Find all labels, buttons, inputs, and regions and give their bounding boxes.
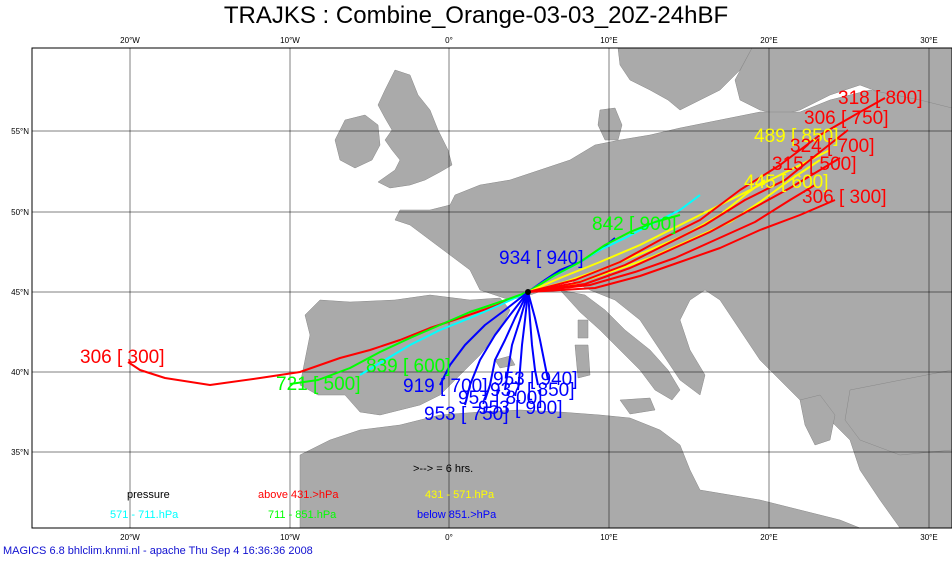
label-sw500: 721 [ 500] <box>276 374 361 395</box>
land-north-africa <box>299 409 861 528</box>
trajectory-blue-4 <box>504 291 529 391</box>
trajectory-red-700 <box>527 157 841 293</box>
land-continental-europe <box>394 89 952 528</box>
label-r800: 318 [ 800] <box>838 88 923 109</box>
lon-tick: 20°W <box>120 533 140 542</box>
trajectory-green-ne <box>527 214 681 293</box>
legend-571-711: 571 - 711.hPa <box>110 509 179 521</box>
land-sardinia <box>574 344 591 379</box>
lat-tick: 45°N <box>11 288 29 297</box>
label-sw600: 839 [ 600] <box>366 356 451 377</box>
lat-tick: 40°N <box>11 368 29 377</box>
land-italy <box>559 289 681 401</box>
lon-tick: 10°W <box>280 533 300 542</box>
trajectory-blue-7 <box>527 291 549 381</box>
land-turkey <box>844 369 952 456</box>
graticule <box>32 48 952 528</box>
land-sicily <box>619 397 656 415</box>
lon-tick-labels-bottom: 20°W 10°W 0° 10°E 20°E 30°E <box>120 533 938 542</box>
label-b850: 937 [ 850] <box>490 380 575 401</box>
trajectory-red-west <box>127 291 529 386</box>
trajectory-cyan-sw <box>359 291 529 376</box>
map-frame <box>31 47 952 529</box>
legend-711-851: 711 - 851.hPa <box>268 509 337 521</box>
lon-tick: 0° <box>445 36 453 45</box>
legend-below: below 851.>hPa <box>417 509 497 521</box>
label-y600: 445 [ 600] <box>744 172 829 193</box>
label-r500: 315 [ 500] <box>772 154 857 175</box>
trajectory-red-750 <box>527 129 849 293</box>
label-b940: 953 [ 940] <box>493 369 578 390</box>
map-title: TRAJKS : Combine_Orange-03-03_20Z-24hBF <box>223 2 729 29</box>
trajectories <box>127 97 886 406</box>
lon-tick: 20°E <box>760 533 777 542</box>
legend-431-571: 431 - 571.hPa <box>425 489 495 501</box>
trajectory-blue-3 <box>484 291 529 401</box>
label-b750: 953 [ 750] <box>424 404 509 425</box>
label-b700: 919 [ 700] <box>403 376 488 397</box>
lat-tick: 35°N <box>11 448 29 457</box>
label-r700: 324 [ 700] <box>790 136 875 157</box>
trajectory-red-800 <box>527 97 886 293</box>
trajectory-red-300 <box>527 199 836 293</box>
land-denmark <box>597 107 623 141</box>
footer-credit: MAGICS 6.8 bhlclim.knmi.nl - apache Thu … <box>3 545 313 557</box>
label-b800: 957 [ 800] <box>458 388 543 409</box>
lon-tick: 10°W <box>280 36 300 45</box>
trajectory-green-sw <box>289 291 529 385</box>
trajectory-labels: 306 [ 300] 721 [ 500] 839 [ 600] 919 [ 7… <box>80 88 923 425</box>
legend-above: above 431.>hPa <box>258 489 339 501</box>
trajectory-red-500 <box>527 184 816 293</box>
legend: >--> = 6 hrs. pressure above 431.>hPa 43… <box>110 463 497 521</box>
trajectory-blue-1 <box>439 291 529 386</box>
lat-tick: 50°N <box>11 208 29 217</box>
lon-tick: 20°E <box>760 36 777 45</box>
trajectory-yellow-2 <box>527 179 766 293</box>
lon-tick: 30°E <box>920 533 937 542</box>
land-greece <box>799 394 836 446</box>
lon-tick: 30°E <box>920 36 937 45</box>
lon-tick-labels-top: 20°W 10°W 0° 10°E 20°E 30°E <box>120 36 938 45</box>
lon-tick: 10°E <box>600 36 617 45</box>
label-r300: 306 [ 300] <box>802 187 887 208</box>
trajectory-blue-5 <box>517 291 529 391</box>
label-b900: 953 [ 900] <box>478 398 563 419</box>
trajectory-yellow-1 <box>527 149 831 293</box>
land-scandinavia <box>617 48 753 111</box>
land-ireland <box>334 114 381 169</box>
land-great-britain <box>377 69 453 189</box>
trajectory-blue-2 <box>464 291 529 406</box>
label-g900: 842 [ 900] <box>592 214 677 235</box>
lat-tick: 55°N <box>11 127 29 136</box>
label-y850: 489 [ 850] <box>754 126 839 147</box>
trajectory-blue-6 <box>527 291 539 386</box>
lat-tick-labels: 55°N 50°N 45°N 40°N 35°N <box>11 127 29 457</box>
lon-tick: 10°E <box>600 533 617 542</box>
lon-tick: 20°W <box>120 36 140 45</box>
origin-marker <box>525 289 531 295</box>
label-c940: 934 [ 940] <box>499 248 584 269</box>
legend-note: >--> = 6 hrs. <box>413 463 473 475</box>
legend-pressure: pressure <box>127 489 170 501</box>
land-corsica <box>577 319 589 339</box>
label-w300: 306 [ 300] <box>80 347 165 368</box>
lon-tick: 0° <box>445 533 453 542</box>
label-r750: 306 [ 750] <box>804 108 889 129</box>
